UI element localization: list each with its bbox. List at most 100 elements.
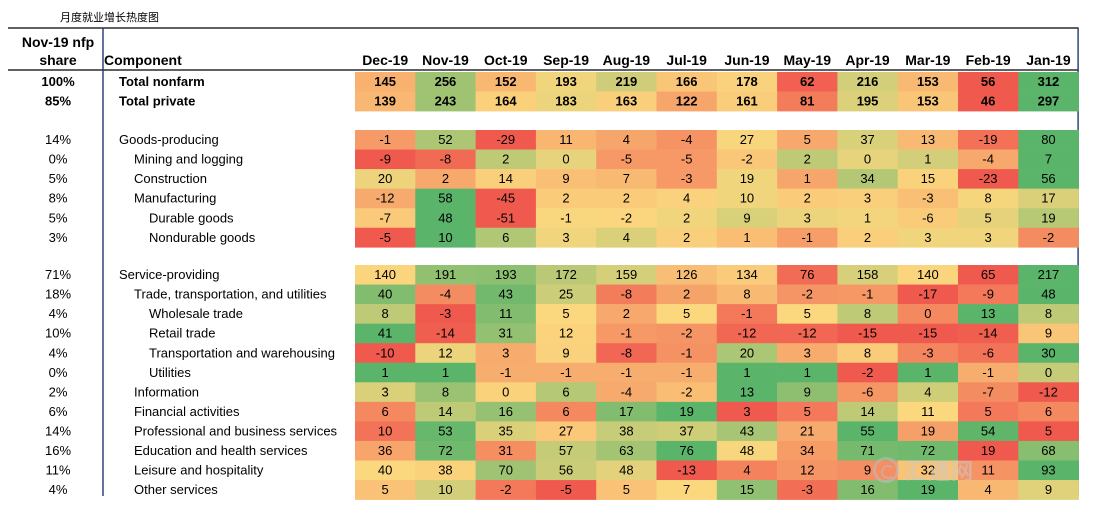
- cell-value: 159: [615, 267, 637, 282]
- heatmap-cell: [958, 343, 1019, 364]
- heatmap-cell: [958, 91, 1019, 112]
- cell-value: 4: [985, 482, 992, 497]
- cell-value: -3: [922, 191, 934, 206]
- heatmap-cell: [596, 284, 657, 305]
- heatmap-cell: [837, 382, 898, 403]
- heatmap-cell: [415, 421, 476, 442]
- row-share: 85%: [45, 94, 71, 109]
- heatmap-cell: [777, 149, 838, 170]
- heatmap-cell: [656, 265, 718, 285]
- cell-value: 166: [676, 74, 698, 89]
- cell-value: 140: [374, 267, 396, 282]
- cell-value: 11: [559, 132, 573, 147]
- row-label: Professional and business services: [134, 423, 338, 438]
- cell-value: 1: [442, 365, 449, 380]
- cell-value: 7: [623, 171, 630, 186]
- cell-value: 20: [740, 345, 754, 360]
- heatmap-cell: [897, 72, 959, 92]
- heatmap-cell: [355, 265, 416, 285]
- heatmap-cell: [716, 208, 778, 229]
- cell-value: 5: [683, 306, 690, 321]
- heatmap-cell: [777, 304, 838, 324]
- cell-value: 3: [985, 230, 992, 245]
- cell-value: 35: [499, 423, 513, 438]
- heatmap-cell: [837, 480, 898, 500]
- cell-value: 13: [981, 306, 995, 321]
- cell-value: 11: [981, 463, 995, 478]
- cell-value: -1: [741, 306, 753, 321]
- heatmap-cell: [415, 480, 476, 500]
- heatmap-cell: [535, 362, 597, 383]
- row-label: Durable goods: [149, 210, 234, 225]
- column-header: Jan-19: [1026, 52, 1071, 68]
- cell-value: 16: [860, 482, 874, 497]
- heatmap-cell: [656, 401, 718, 422]
- heatmap-cell: [1018, 440, 1079, 461]
- cell-value: -8: [621, 287, 633, 302]
- cell-value: 9: [562, 171, 569, 186]
- cell-value: -6: [862, 384, 874, 399]
- row-label: Transportation and warehousing: [149, 345, 335, 360]
- cell-value: -1: [982, 365, 994, 380]
- heatmap-cell: [415, 323, 476, 344]
- cell-value: 1: [743, 230, 750, 245]
- heatmap-cell: [837, 188, 898, 209]
- heatmap-cell: [1018, 362, 1079, 383]
- heatmap-cell: [656, 208, 718, 229]
- heatmap-cell: [415, 72, 476, 92]
- row-share: 3%: [49, 230, 68, 245]
- cell-value: 37: [860, 132, 874, 147]
- heatmap-cell: [837, 401, 898, 422]
- cell-value: 6: [1045, 404, 1052, 419]
- cell-value: 3: [924, 230, 931, 245]
- cell-value: 219: [615, 74, 637, 89]
- cell-value: -5: [560, 482, 572, 497]
- cell-value: 6: [562, 384, 569, 399]
- cell-value: 57: [559, 443, 573, 458]
- heatmap-cell: [355, 169, 416, 189]
- heatmap-cell: [716, 382, 778, 403]
- cell-value: -1: [681, 365, 693, 380]
- heatmap-cell: [415, 265, 476, 285]
- heatmap-cell: [535, 130, 597, 150]
- cell-value: 126: [676, 267, 698, 282]
- row-share: 4%: [49, 345, 68, 360]
- heatmap-cell: [596, 480, 657, 500]
- heatmap-cell: [716, 323, 778, 344]
- heatmap-cell: [355, 382, 416, 403]
- cell-value: -1: [560, 365, 572, 380]
- heatmap-cell: [716, 421, 778, 442]
- heatmap-cell: [415, 130, 476, 150]
- row-share: 0%: [49, 152, 68, 167]
- cell-value: 52: [438, 132, 452, 147]
- heatmap-cell: [716, 362, 778, 383]
- cell-value: 152: [495, 74, 517, 89]
- cell-value: 4: [683, 191, 690, 206]
- heatmap-cell: [958, 440, 1019, 461]
- heatmap-cell: [415, 401, 476, 422]
- cell-value: 31: [499, 326, 513, 341]
- heatmap-cell: [355, 130, 416, 150]
- heatmap-cell: [656, 227, 718, 248]
- cell-value: -4: [440, 287, 452, 302]
- heatmap-cell: [1018, 169, 1079, 189]
- heatmap-cell: [897, 130, 959, 150]
- cell-value: 217: [1038, 267, 1060, 282]
- heatmap-cell: [1018, 72, 1079, 92]
- cell-value: -4: [681, 132, 693, 147]
- cell-value: 9: [562, 345, 569, 360]
- cell-value: 14: [438, 404, 452, 419]
- heatmap-cell: [1018, 343, 1079, 364]
- cell-value: 19: [921, 423, 935, 438]
- heatmap-cell: [596, 362, 657, 383]
- cell-value: 25: [559, 287, 573, 302]
- heatmap-cell: [958, 188, 1019, 209]
- heatmap-cell: [415, 304, 476, 324]
- column-header: Aug-19: [603, 52, 651, 68]
- heatmap-cell: [355, 284, 416, 305]
- heatmap-cell: [777, 343, 838, 364]
- heatmap-cell: [535, 401, 597, 422]
- cell-value: -1: [621, 365, 633, 380]
- heatmap-cell: [716, 401, 778, 422]
- cell-value: -14: [436, 326, 455, 341]
